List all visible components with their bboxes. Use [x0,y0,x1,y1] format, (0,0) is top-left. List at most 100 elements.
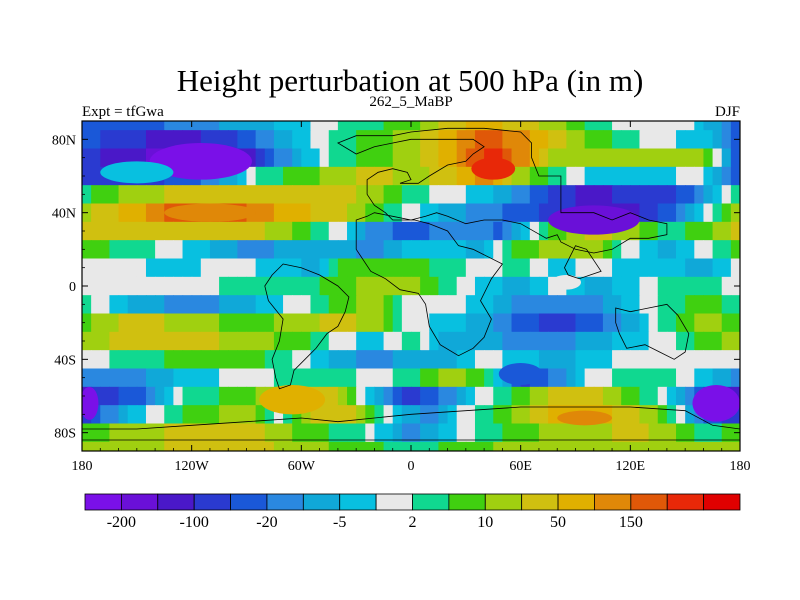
field-cell [365,368,376,388]
field-cell [145,185,156,205]
field-cell [109,148,120,168]
field-cell [648,121,659,131]
field-cell [127,405,138,425]
field-cell [685,185,695,205]
field-cell [548,130,558,150]
field-cell [118,258,129,278]
field-cell [246,148,257,168]
field-cell [639,350,650,370]
field-cell [484,441,494,451]
field-cell [630,121,641,131]
field-cell [100,331,111,351]
field-cell [365,240,376,260]
field-cell [155,423,165,443]
field-cell [145,441,156,451]
field-cell [593,423,604,443]
y-tick-label: 40N [52,207,76,222]
field-cell [91,166,101,186]
field-cell [383,350,394,370]
field-cell [365,121,376,131]
colorbar-label: 2 [409,514,417,531]
field-cell [666,166,677,186]
field-cell [164,386,174,406]
field-cell [584,386,595,406]
field-cell [356,350,366,370]
field-cell [429,331,440,351]
field-cell [520,203,531,223]
field-cell [301,185,312,205]
field-cell [666,221,677,241]
field-cell [319,258,330,278]
field-cell [685,405,695,425]
field-cell [264,423,275,443]
field-cell [538,423,549,443]
field-cell [155,221,165,241]
field-cell [612,240,622,260]
field-cell [648,386,659,406]
field-cell [383,221,394,241]
field-cell [657,386,668,406]
field-cell [100,386,111,406]
field-cell [100,350,111,370]
field-cell [127,185,138,205]
field-cell [630,276,641,296]
field-cell [136,386,147,406]
field-cell [730,185,740,205]
field-cell [328,368,339,388]
field-cell [411,441,421,451]
field-cell [164,185,174,205]
field-cell [557,185,567,205]
field-cell [228,313,238,333]
colorbar-label: -5 [333,514,346,531]
field-cell [301,221,312,241]
field-cell [356,221,366,241]
field-cell [538,295,549,315]
field-cell [438,368,449,388]
left-string: Expt = tfGwa [82,104,164,120]
field-cell [411,276,421,296]
field-cell [529,313,540,333]
field-cell [575,148,586,168]
field-cell [301,405,312,425]
field-cell [356,313,366,333]
field-cell [319,276,330,296]
field-cell [392,258,403,278]
field-cell [383,166,394,186]
field-cell [401,258,412,278]
field-cell [666,313,677,333]
field-cell [612,441,622,451]
field-cell [374,313,385,333]
field-cell [411,148,421,168]
field-cell [676,368,686,388]
field-cell [420,313,430,333]
field-cell [639,258,650,278]
field-cell [721,441,732,451]
field-cell [612,350,622,370]
field-cell [383,423,394,443]
field-cell [356,295,366,315]
field-cell [392,130,403,150]
field-cell [721,313,732,333]
field-cell [612,423,622,443]
field-cell [200,240,211,260]
field-cell [264,295,275,315]
field-cell [438,350,449,370]
field-cell [347,405,357,425]
field-cell [337,313,348,333]
field-cell [465,240,476,260]
field-cell [109,350,120,370]
field-cell [502,350,513,370]
field-cell [666,185,677,205]
field-cell [484,276,494,296]
field-cell [703,423,714,443]
field-cell [283,313,293,333]
field-cell [356,121,366,131]
field-cell [337,350,348,370]
field-cell [630,295,641,315]
field-cell [621,386,631,406]
field-cell [429,441,440,451]
field-cell [310,441,321,451]
field-cell [529,295,540,315]
field-cell [100,423,111,443]
field-cell [602,350,613,370]
